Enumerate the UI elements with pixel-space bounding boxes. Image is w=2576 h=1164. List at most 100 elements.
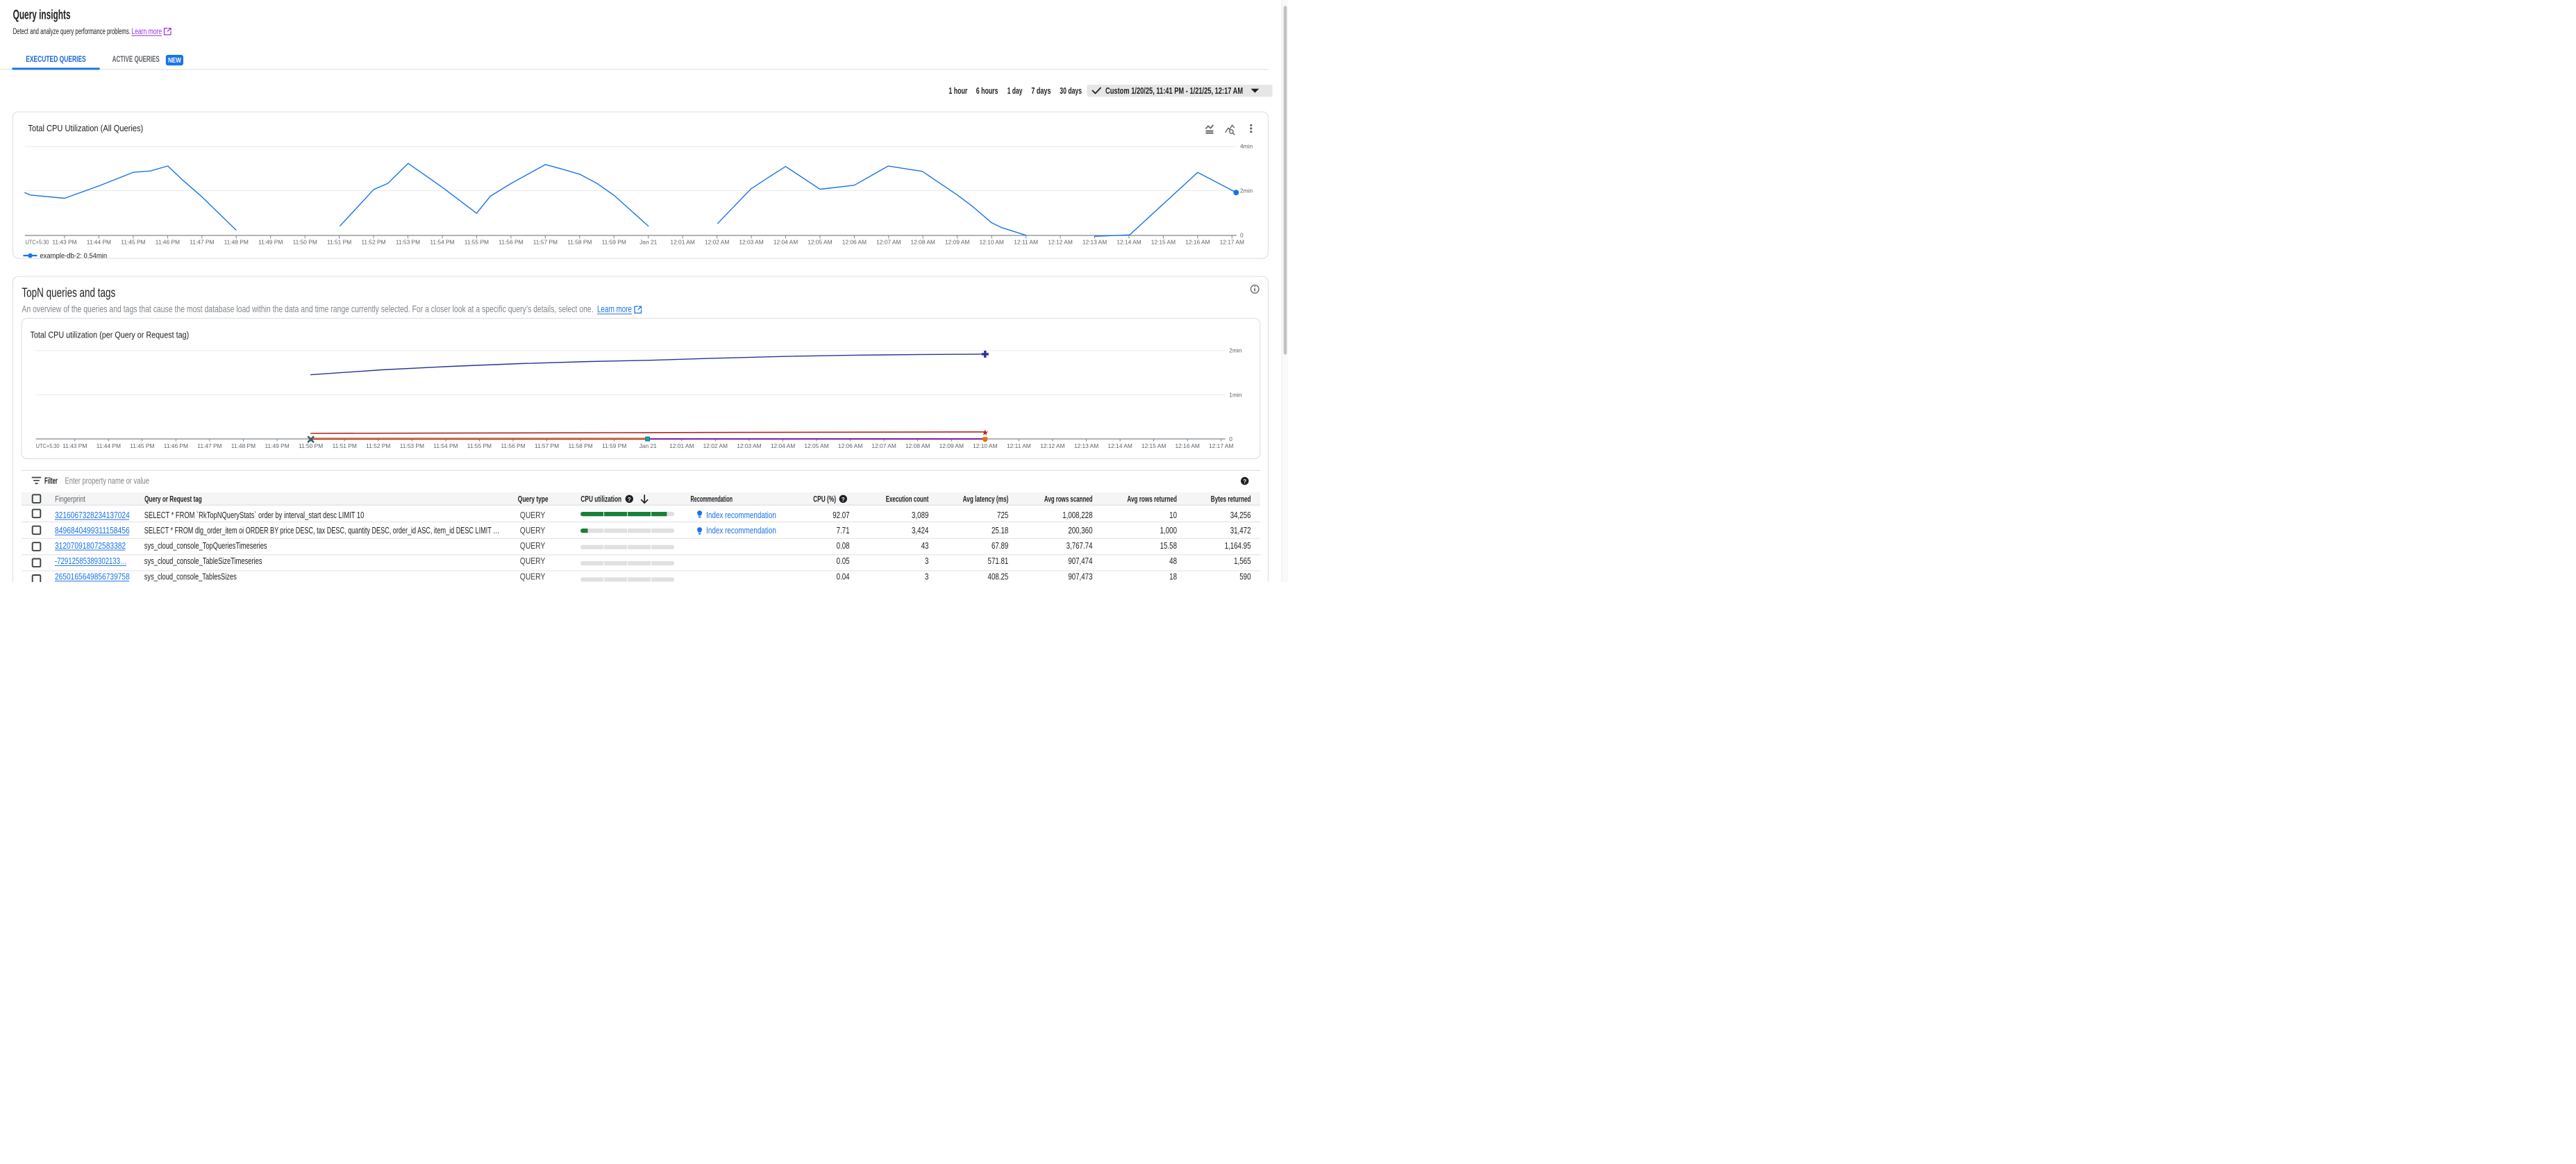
svg-text:2650165649856739758: 2650165649856739758 [55, 572, 130, 582]
svg-text:1,008,228: 1,008,228 [1062, 511, 1092, 520]
svg-text:408.25: 408.25 [988, 573, 1009, 582]
svg-text:12:11 AM: 12:11 AM [1014, 239, 1038, 246]
svg-text:12:13 AM: 12:13 AM [1074, 442, 1098, 449]
svg-text:31,472: 31,472 [1230, 526, 1251, 535]
svg-text:Fingerprint: Fingerprint [55, 494, 85, 504]
svg-text:907,474: 907,474 [1068, 557, 1092, 566]
svg-text:12:04 AM: 12:04 AM [771, 442, 795, 449]
svg-text:7.71: 7.71 [837, 526, 850, 535]
svg-text:1 hour: 1 hour [948, 87, 967, 97]
svg-text:Total CPU Utilization (All Que: Total CPU Utilization (All Queries) [28, 123, 144, 133]
svg-text:11:59 PM: 11:59 PM [602, 442, 626, 449]
svg-text:Jan 21: Jan 21 [639, 442, 657, 449]
svg-text:12:05 AM: 12:05 AM [804, 442, 828, 449]
svg-text:12:05 AM: 12:05 AM [808, 239, 832, 246]
svg-text:1,000: 1,000 [1160, 526, 1177, 535]
svg-text:Enter property name or value: Enter property name or value [65, 476, 149, 486]
svg-text:-72912585389302133…: -72912585389302133… [55, 557, 127, 567]
svg-text:QUERY: QUERY [520, 573, 546, 582]
svg-text:11:43 PM: 11:43 PM [62, 442, 87, 449]
svg-text:An overview of the queries and: An overview of the queries and tags that… [22, 304, 593, 315]
svg-text:?: ? [628, 497, 631, 503]
svg-text:12:03 AM: 12:03 AM [737, 442, 761, 449]
svg-text:12:08 AM: 12:08 AM [911, 239, 935, 246]
svg-text:QUERY: QUERY [520, 526, 546, 535]
svg-text:Execution count: Execution count [886, 495, 929, 504]
svg-text:18: 18 [1169, 573, 1177, 582]
svg-text:Bytes returned: Bytes returned [1211, 495, 1251, 504]
svg-text:11:47 PM: 11:47 PM [197, 442, 221, 449]
svg-text:3216067328234137024: 3216067328234137024 [55, 510, 130, 521]
svg-text:11:58 PM: 11:58 PM [568, 442, 592, 449]
svg-text:TopN queries and tags: TopN queries and tags [22, 286, 115, 300]
svg-text:3,424: 3,424 [912, 526, 928, 535]
svg-text:11:53 PM: 11:53 PM [400, 442, 424, 449]
svg-text:CPU (%): CPU (%) [813, 495, 836, 504]
svg-text:12:16 AM: 12:16 AM [1185, 239, 1210, 246]
svg-text:sys_cloud_console_TablesSizes: sys_cloud_console_TablesSizes [144, 572, 237, 582]
svg-text:?: ? [1243, 479, 1246, 485]
svg-text:2min: 2min [1240, 187, 1253, 194]
svg-text:Learn more: Learn more [597, 304, 632, 315]
svg-text:12:10 AM: 12:10 AM [973, 442, 997, 449]
svg-text:12:09 AM: 12:09 AM [939, 442, 964, 449]
svg-text:11:44 PM: 11:44 PM [97, 442, 121, 449]
svg-text:12:11 AM: 12:11 AM [1007, 442, 1031, 449]
svg-text:11:48 PM: 11:48 PM [231, 442, 256, 449]
svg-text:11:44 PM: 11:44 PM [87, 239, 111, 246]
svg-text:Avg rows scanned: Avg rows scanned [1044, 495, 1093, 504]
svg-text:Recommendation: Recommendation [691, 495, 733, 504]
svg-text:15.58: 15.58 [1160, 542, 1177, 551]
svg-text:12:03 AM: 12:03 AM [739, 239, 763, 246]
svg-text:12:01 AM: 12:01 AM [670, 239, 694, 246]
svg-text:12:09 AM: 12:09 AM [945, 239, 969, 246]
svg-text:312070918072583382: 312070918072583382 [55, 541, 126, 551]
svg-text:11:56 PM: 11:56 PM [501, 442, 525, 449]
svg-text:12:15 AM: 12:15 AM [1151, 239, 1176, 246]
svg-text:11:46 PM: 11:46 PM [164, 442, 188, 449]
svg-text:8496840499311158456: 8496840499311158456 [55, 525, 130, 536]
svg-text:2min: 2min [1229, 347, 1241, 354]
svg-text:UTC+5:30: UTC+5:30 [25, 239, 49, 246]
svg-text:3,767.74: 3,767.74 [1067, 542, 1093, 551]
svg-text:QUERY: QUERY [520, 557, 546, 566]
svg-text:6 hours: 6 hours [976, 87, 998, 97]
svg-text:12:02 AM: 12:02 AM [705, 239, 729, 246]
svg-text:11:43 PM: 11:43 PM [52, 239, 76, 246]
svg-text:Query or Request tag: Query or Request tag [144, 495, 202, 504]
svg-text:4min: 4min [1240, 143, 1253, 150]
svg-text:example-db-2: 0.54min: example-db-2: 0.54min [40, 252, 107, 260]
svg-text:12:17 AM: 12:17 AM [1220, 239, 1244, 246]
svg-text:11:58 PM: 11:58 PM [567, 239, 592, 246]
svg-text:11:54 PM: 11:54 PM [433, 442, 458, 449]
svg-text:590: 590 [1239, 573, 1251, 582]
svg-text:11:52 PM: 11:52 PM [361, 239, 385, 246]
svg-text:0.05: 0.05 [837, 557, 850, 566]
svg-text:Filter: Filter [44, 476, 58, 485]
svg-text:11:51 PM: 11:51 PM [327, 239, 351, 246]
svg-text:12:12 AM: 12:12 AM [1048, 239, 1072, 246]
svg-text:11:45 PM: 11:45 PM [121, 239, 145, 246]
svg-text:Avg latency (ms): Avg latency (ms) [963, 495, 1009, 504]
svg-text:12:13 AM: 12:13 AM [1082, 239, 1107, 246]
svg-text:11:47 PM: 11:47 PM [190, 239, 214, 246]
svg-text:43: 43 [921, 542, 929, 551]
svg-text:SELECT * FROM dlg_order_item o: SELECT * FROM dlg_order_item oi ORDER BY… [144, 526, 499, 536]
svg-text:1min: 1min [1229, 391, 1241, 398]
svg-text:571.81: 571.81 [988, 557, 1009, 566]
svg-text:Detect and analyze query perfo: Detect and analyze query performance pro… [13, 27, 131, 36]
svg-text:Query type: Query type [518, 495, 549, 504]
svg-text:12:10 AM: 12:10 AM [980, 239, 1004, 246]
svg-text:Query insights: Query insights [13, 7, 71, 22]
svg-text:SELECT * FROM `RkTopNQueryStat: SELECT * FROM `RkTopNQueryStats` order b… [144, 511, 364, 521]
svg-text:Avg rows returned: Avg rows returned [1127, 495, 1177, 504]
svg-text:12:01 AM: 12:01 AM [669, 442, 694, 449]
svg-text:sys_cloud_console_TableSizeTim: sys_cloud_console_TableSizeTimeseries [144, 557, 262, 567]
svg-text:3: 3 [925, 573, 928, 582]
svg-text:0: 0 [1240, 232, 1244, 239]
svg-text:Jan 21: Jan 21 [639, 239, 657, 246]
svg-text:11:56 PM: 11:56 PM [499, 239, 523, 246]
svg-text:92.07: 92.07 [833, 511, 849, 520]
svg-text:11:45 PM: 11:45 PM [130, 442, 154, 449]
svg-text:12:06 AM: 12:06 AM [838, 442, 862, 449]
